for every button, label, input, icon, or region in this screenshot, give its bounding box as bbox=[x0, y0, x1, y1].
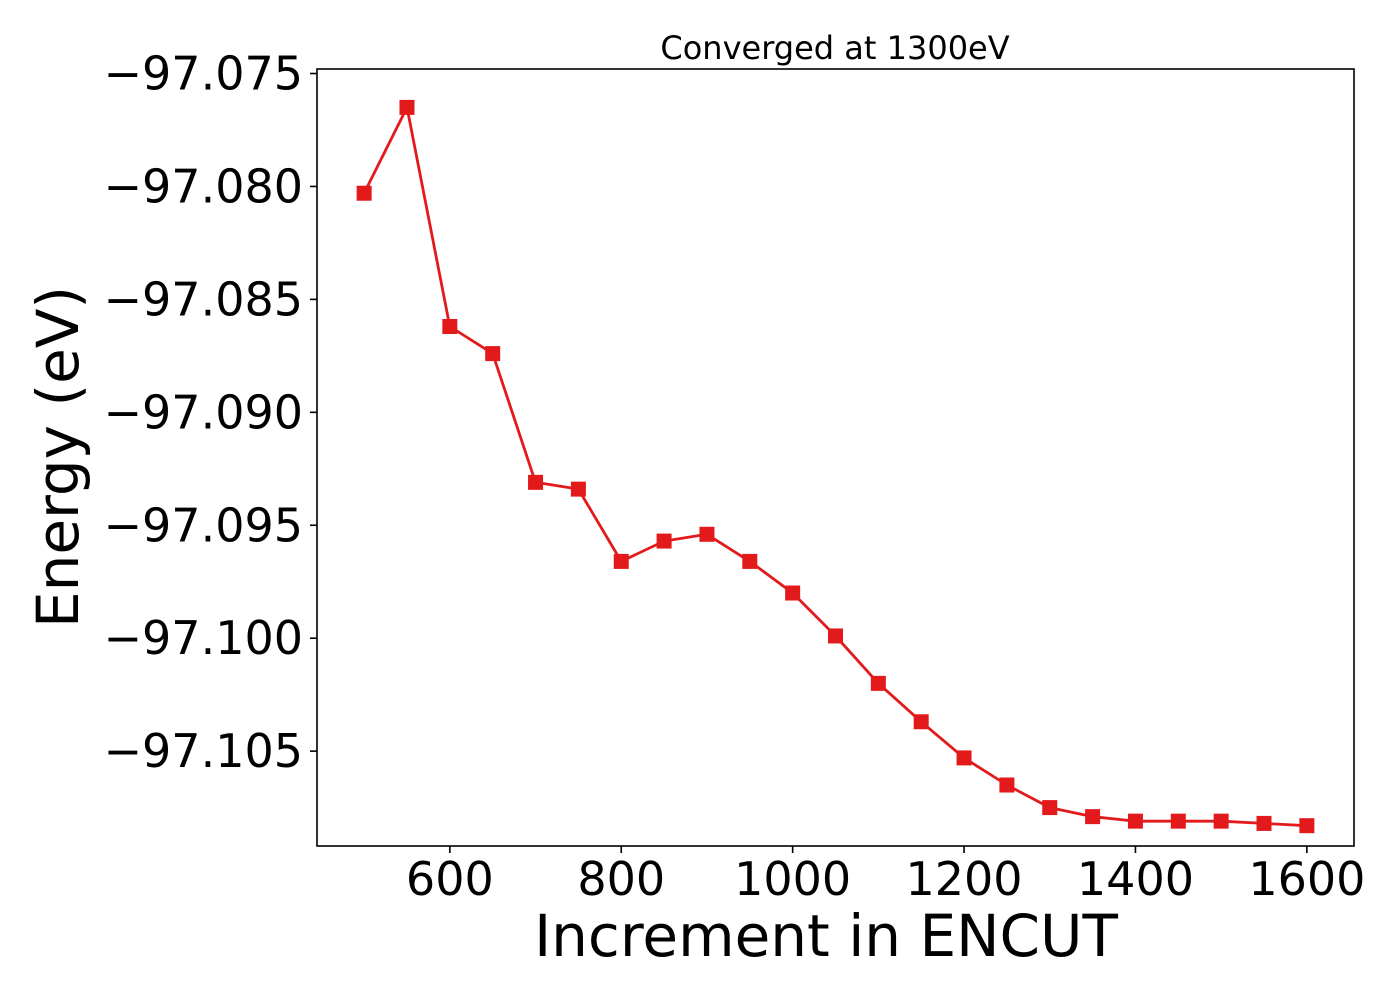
plot-area: 600 800 1000 1200 1400 1600 −97.075 −97.080 −97.… bbox=[104, 47, 1366, 906]
x-tick-label: 1000 bbox=[734, 852, 851, 906]
y-axis-label: Energy (eV) bbox=[24, 286, 92, 628]
data-point-marker bbox=[1213, 813, 1229, 829]
x-tick-label: 800 bbox=[577, 852, 665, 906]
y-tick-label: −97.075 bbox=[104, 47, 304, 101]
chart-title: Converged at 1300eV bbox=[660, 29, 1009, 67]
x-tick-label: 1400 bbox=[1077, 852, 1194, 906]
data-point-marker bbox=[742, 553, 758, 569]
y-tick-label: −97.100 bbox=[104, 611, 304, 665]
data-point-marker bbox=[1042, 800, 1058, 816]
data-point-marker bbox=[1170, 813, 1186, 829]
x-tick-label: 1600 bbox=[1248, 852, 1365, 906]
data-point-marker bbox=[528, 474, 544, 490]
y-tick-label: −97.080 bbox=[104, 159, 304, 213]
data-point-marker bbox=[828, 628, 843, 644]
data-point-marker bbox=[1299, 818, 1315, 834]
plot-frame bbox=[316, 68, 1355, 847]
x-tick-label: 600 bbox=[406, 852, 494, 906]
data-point-marker bbox=[956, 750, 972, 766]
data-point-marker bbox=[656, 533, 672, 549]
x-tick-label: 1200 bbox=[906, 852, 1023, 906]
y-tick-label: −97.090 bbox=[104, 385, 304, 439]
data-point-marker bbox=[485, 346, 501, 362]
data-point-marker bbox=[1127, 813, 1143, 829]
data-point-marker bbox=[613, 553, 629, 569]
y-tick-label: −97.095 bbox=[104, 498, 304, 552]
data-point-marker bbox=[1085, 809, 1101, 825]
data-point-marker bbox=[999, 777, 1015, 793]
data-point-marker bbox=[785, 585, 801, 601]
data-point-marker bbox=[399, 99, 415, 115]
data-point-marker bbox=[356, 185, 372, 201]
data-point-marker bbox=[570, 481, 586, 497]
y-tick-label: −97.105 bbox=[104, 724, 304, 778]
data-point-marker bbox=[442, 318, 458, 334]
y-tick-label: −97.085 bbox=[104, 272, 304, 326]
data-point-marker bbox=[699, 526, 715, 542]
data-point-marker bbox=[1256, 815, 1272, 831]
x-axis-label: Increment in ENCUT bbox=[534, 902, 1118, 970]
data-point-marker bbox=[913, 714, 929, 730]
series-line bbox=[362, 106, 1307, 828]
data-point-marker bbox=[870, 675, 886, 691]
